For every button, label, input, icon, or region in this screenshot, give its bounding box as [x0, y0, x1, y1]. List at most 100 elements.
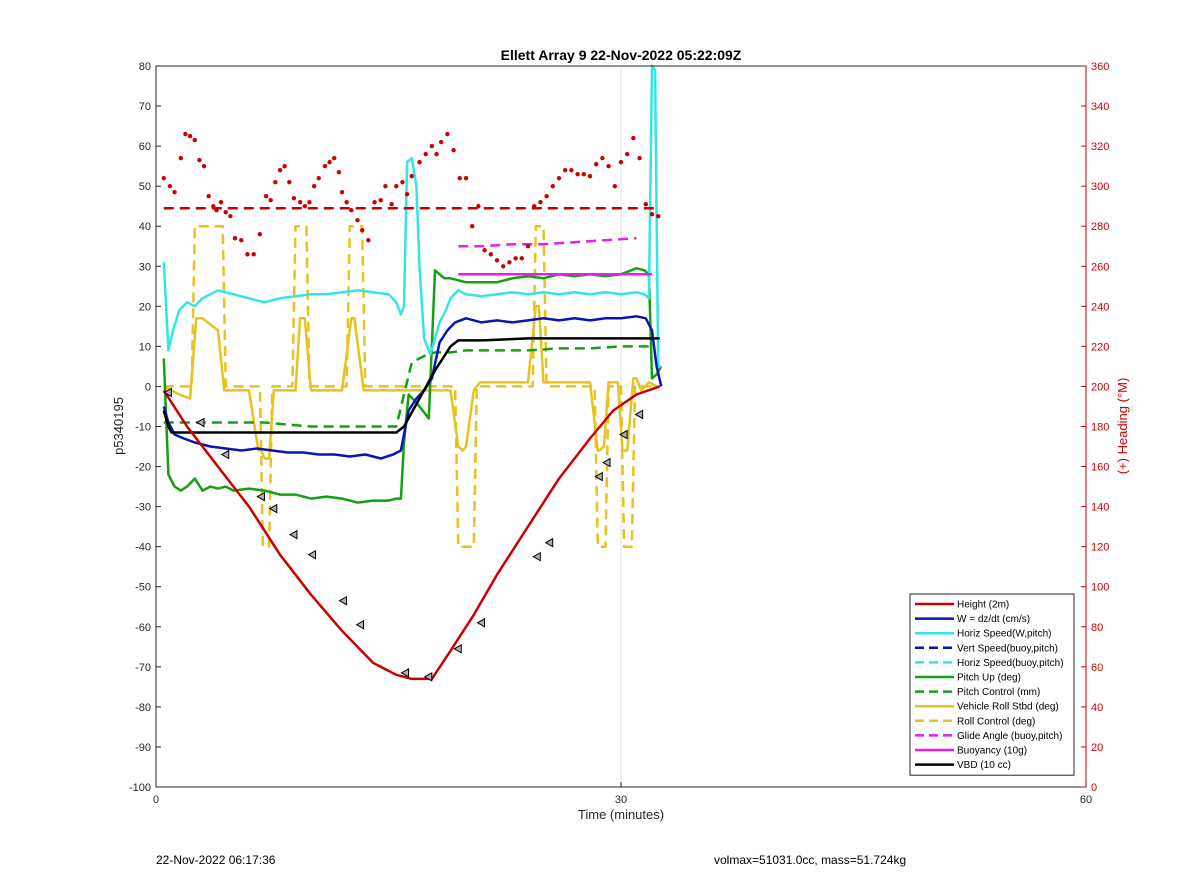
heading-point [344, 199, 349, 205]
heading-point [251, 252, 256, 257]
height-marker [355, 619, 365, 630]
series-line-height-2m [162, 385, 661, 681]
heading-point [625, 151, 630, 157]
heading-point [389, 201, 394, 207]
legend-entry: Pitch Control (mm) [957, 687, 1040, 698]
footer-info: volmax=51031.0cc, mass=51.724kg [714, 853, 907, 867]
heading-point [451, 147, 456, 153]
heading-point [214, 208, 219, 213]
heading-point [404, 191, 410, 197]
footer-date: 22-Nov-2022 06:17:36 [156, 853, 276, 867]
heading-point [423, 151, 428, 157]
height-marker [195, 417, 205, 428]
heading-point [257, 232, 263, 237]
y-tick-label: -10 [135, 422, 151, 434]
right-axis: 3603403203002802602402202001801601401201… [1081, 61, 1109, 794]
heading-point [482, 248, 487, 253]
legend-entry: Horiz Speed(W,pitch) [957, 629, 1051, 640]
series-line-glide-angle-buoy-pitch [458, 236, 637, 248]
heading-point [307, 199, 312, 205]
heading-point [417, 159, 422, 165]
x-tick-label: 0 [153, 794, 159, 806]
y-tick-label: -100 [129, 782, 151, 794]
heading-point [183, 131, 188, 137]
heading-point [656, 214, 661, 219]
heading-point [366, 238, 371, 243]
y2-tick-label: 300 [1091, 181, 1109, 193]
heading-point [218, 199, 224, 205]
heading-point [192, 137, 197, 143]
heading-point [532, 203, 537, 209]
height-marker [288, 529, 298, 540]
heading-point [268, 197, 273, 203]
heading-point [311, 183, 317, 189]
heading-point [612, 183, 617, 189]
y2-tick-label: 180 [1091, 422, 1109, 434]
y2-tick-label: 80 [1091, 622, 1103, 634]
legend-entry: Vert Speed(buoy,pitch) [957, 643, 1058, 654]
y2-tick-label: 320 [1091, 141, 1109, 153]
legend-entry: Pitch Up (deg) [957, 673, 1021, 684]
heading-point [336, 169, 342, 175]
heading-point [349, 208, 354, 213]
heading-point [355, 218, 360, 223]
y2-tick-label: 40 [1091, 702, 1103, 714]
bottom-axis: 0 30 60 [153, 782, 1092, 806]
heading-point [245, 252, 250, 257]
heading-point [394, 183, 399, 189]
heading-point [287, 179, 292, 185]
y-tick-label: -50 [135, 582, 151, 594]
series-line-roll-control-deg [163, 224, 660, 548]
heading-point [302, 203, 307, 209]
y2-tick-label: 240 [1091, 301, 1109, 313]
y-tick-label: 10 [139, 341, 151, 353]
heading-point [544, 193, 549, 199]
heading-point [273, 179, 278, 185]
height-marker [423, 671, 433, 682]
heading-point [581, 171, 586, 177]
y2-tick-label: 200 [1091, 381, 1109, 393]
y2-tick-label: 0 [1091, 782, 1097, 794]
legend-entry: Buoyancy (10g) [957, 746, 1027, 757]
height-marker [476, 617, 485, 628]
y-tick-label: 60 [139, 141, 151, 153]
heading-point [178, 155, 183, 161]
y-tick-label: 70 [139, 101, 151, 113]
heading-point [232, 236, 238, 241]
heading-point [575, 171, 580, 177]
heading-point [457, 175, 462, 181]
y2-tick-label: 160 [1091, 462, 1109, 474]
chart-title: Ellett Array 9 22-Nov-2022 05:22:09Z [501, 47, 742, 63]
heading-point [409, 173, 414, 179]
heading-point [600, 155, 605, 161]
heading-point [187, 133, 193, 139]
heading-point [538, 199, 543, 205]
heading-point [507, 260, 512, 265]
heading-point [383, 183, 388, 189]
series-line-vehicle-roll-stbd-deg [163, 305, 658, 460]
series-line-pitch-control-mm [163, 345, 652, 428]
y-tick-label: 40 [139, 221, 151, 233]
y-tick-label: 0 [145, 381, 151, 393]
y2-tick-label: 220 [1091, 341, 1109, 353]
height-marker [619, 429, 628, 440]
height-marker [338, 595, 348, 606]
y-tick-label: -20 [135, 462, 151, 474]
y2-tick-label: 100 [1091, 582, 1109, 594]
heading-point [556, 175, 562, 181]
heading-point [297, 199, 303, 205]
y2-tick-label: 340 [1091, 101, 1109, 113]
heading-point [463, 175, 469, 181]
legend-entry: Roll Control (deg) [957, 716, 1035, 727]
heading-point [211, 203, 216, 209]
heading-point [201, 163, 207, 169]
heading-point [445, 131, 450, 137]
heading-point [206, 193, 211, 199]
y2-tick-label: 260 [1091, 261, 1109, 273]
series-line-w-dz-dt-cm-s [162, 315, 663, 460]
heading-point [513, 256, 518, 261]
heading-point [470, 224, 475, 229]
height-marker [602, 457, 611, 468]
y-axis-label: p5340195 [111, 397, 126, 455]
heading-point [277, 167, 283, 173]
